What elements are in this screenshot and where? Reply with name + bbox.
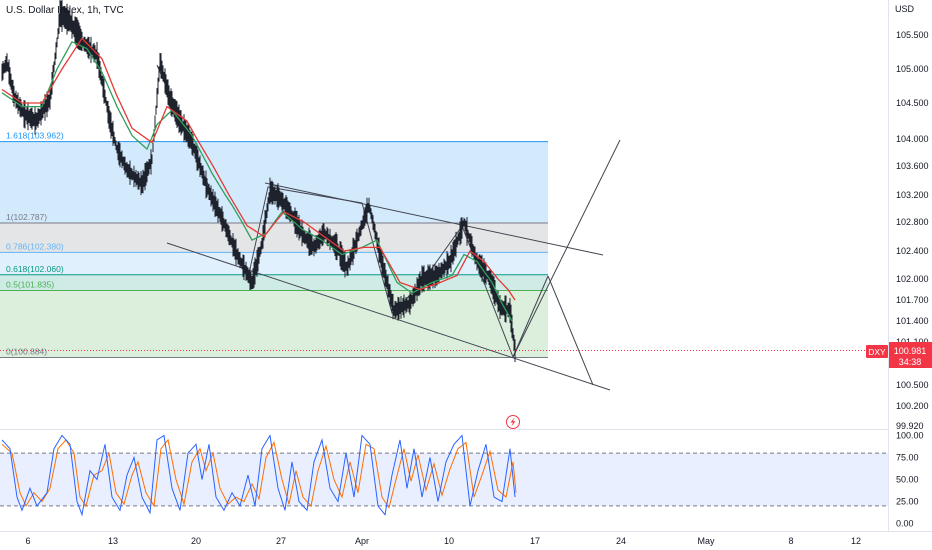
fib-label-4: 0.5(101.835) <box>6 280 54 290</box>
time-tick-label: 27 <box>276 536 286 546</box>
price-pane[interactable]: 1.618(103.962) 1(102.787) 0.786(102.380) 0.… <box>0 0 888 429</box>
time-axis[interactable]: 6 13 20 27 Apr 10 17 24 May 8 12 <box>25 536 861 546</box>
price-tick-label: 104.000 <box>896 134 929 144</box>
last-price-value: 100.981 <box>894 346 927 356</box>
fib-label-2: 0.786(102.380) <box>6 241 64 251</box>
oscillator-tick-label: 100.00 <box>896 431 924 441</box>
fib-zone-0 <box>0 141 548 223</box>
price-tick-label: 99.920 <box>896 421 924 431</box>
time-tick-label: 8 <box>788 536 793 546</box>
stochastic-d-line <box>1 438 517 509</box>
price-badge <box>889 342 932 368</box>
price-tick-label: 100.200 <box>896 401 929 411</box>
oscillator-tick-label: 0.00 <box>896 519 914 529</box>
fib-label-0: 1.618(103.962) <box>6 131 64 141</box>
currency-label: USD <box>895 4 915 14</box>
moving-average-red <box>1 37 516 301</box>
stochastic-k-line <box>1 434 516 517</box>
last-price-tag: DXY 100.981 34:38 <box>866 342 932 368</box>
oscillator-tick-label: 50.00 <box>896 475 919 485</box>
fib-label-5: 0(100.884) <box>6 346 47 356</box>
price-series <box>1 0 516 362</box>
bar-countdown: 34:38 <box>899 357 922 367</box>
trend-line-1[interactable] <box>264 182 604 256</box>
time-tick-label: 12 <box>851 536 861 546</box>
fibonacci-retracement[interactable] <box>0 141 548 358</box>
chart-title: U.S. Dollar Index, 1h, TVC <box>6 5 124 16</box>
trend-line-3[interactable] <box>547 275 594 386</box>
time-tick-label: 17 <box>530 536 540 546</box>
time-tick-label: 20 <box>191 536 201 546</box>
price-tick-label: 105.000 <box>896 64 929 74</box>
fib-label-1: 1(102.787) <box>6 212 47 222</box>
replay-icon[interactable] <box>506 415 520 429</box>
time-tick-label: 10 <box>444 536 454 546</box>
oscillator-pane[interactable] <box>0 429 888 517</box>
wave-pattern[interactable] <box>156 64 549 359</box>
oscillator-tick-label: 75.00 <box>896 453 919 463</box>
trend-line-0[interactable] <box>166 242 611 391</box>
fib-zone-2 <box>0 252 548 275</box>
time-tick-label: 24 <box>616 536 626 546</box>
fib-label-3: 0.618(102.060) <box>6 264 64 274</box>
ma-green-line <box>1 40 513 322</box>
price-tick-label: 103.200 <box>896 190 929 200</box>
ma-red-line <box>1 37 516 301</box>
price-tick-label: 101.400 <box>896 316 929 326</box>
moving-average-green <box>1 40 513 322</box>
fib-zone-3 <box>0 274 548 291</box>
oscillator-band <box>0 453 888 506</box>
price-tick-label: 105.500 <box>896 30 929 40</box>
price-tick-label: 102.000 <box>896 274 929 284</box>
time-tick-label: 6 <box>25 536 30 546</box>
symbol-badge <box>866 345 888 358</box>
time-tick-label: May <box>697 536 715 546</box>
time-tick-label: 13 <box>108 536 118 546</box>
price-axis[interactable]: 105.500 105.000 104.500 104.000 103.600 103.2… <box>896 30 929 431</box>
trend-drawings[interactable] <box>156 64 621 391</box>
price-tick-label: 102.800 <box>896 217 929 227</box>
price-tick-label: 101.700 <box>896 295 929 305</box>
price-tick-label: 103.600 <box>896 161 929 171</box>
symbol-label: DXY <box>868 347 886 357</box>
oscillator-axis[interactable]: 100.00 75.00 50.00 25.00 0.00 <box>896 431 924 529</box>
trend-line-2[interactable] <box>512 139 621 358</box>
oscillator-tick-label: 25.00 <box>896 497 919 507</box>
time-tick-label: Apr <box>355 536 369 546</box>
price-tick-label: 100.500 <box>896 380 929 390</box>
price-tick-label: 102.400 <box>896 246 929 256</box>
price-tick-label: 104.500 <box>896 98 929 108</box>
fib-zone-4 <box>0 290 548 358</box>
